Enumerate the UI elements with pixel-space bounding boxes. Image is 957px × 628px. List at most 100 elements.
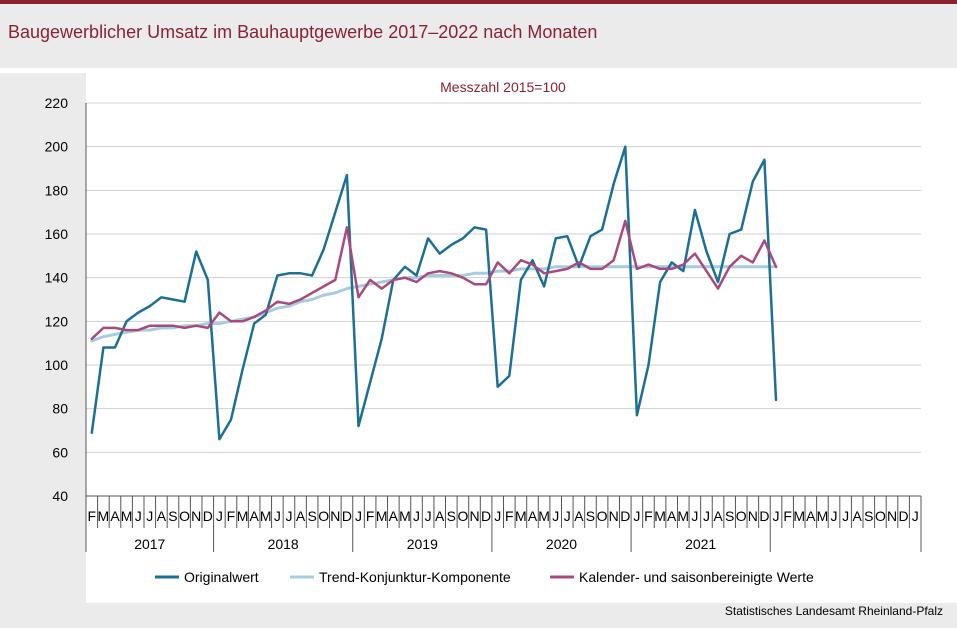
x-month-label: O [875, 508, 886, 524]
x-month-label: M [121, 508, 133, 524]
x-month-label: D [481, 508, 491, 524]
x-month-label: A [110, 508, 120, 524]
x-month-label: A [806, 508, 816, 524]
x-month-label: O [179, 508, 190, 524]
x-year-label: 2018 [268, 536, 299, 552]
chart-title: Baugewerblicher Umsatz im Bauhauptgewerb… [8, 22, 598, 42]
legend-label: Trend-Konjunktur-Komponente [319, 569, 511, 585]
x-year-label: 2017 [134, 536, 165, 552]
x-month-label: J [691, 508, 698, 524]
x-month-label: J [552, 508, 559, 524]
x-month-label: J [285, 508, 292, 524]
x-month-label: M [515, 508, 527, 524]
x-month-label: J [912, 508, 919, 524]
x-month-label: A [435, 508, 445, 524]
x-month-label: M [817, 508, 829, 524]
plot-panel [86, 73, 957, 603]
x-month-label: O [457, 508, 468, 524]
x-month-label: S [307, 508, 316, 524]
x-month-label: F [366, 508, 375, 524]
x-month-label: S [447, 508, 456, 524]
x-month-label: M [538, 508, 550, 524]
x-month-label: D [342, 508, 352, 524]
y-tick-label: 100 [45, 357, 69, 373]
title-divider [0, 68, 957, 73]
x-month-label: M [98, 508, 110, 524]
x-month-label: J [633, 508, 640, 524]
y-tick-label: 140 [45, 270, 69, 286]
x-year-label: 2020 [546, 536, 577, 552]
x-month-label: N [609, 508, 619, 524]
series-line-2 [90, 219, 778, 341]
x-month-label: J [413, 508, 420, 524]
x-month-label: D [620, 508, 630, 524]
x-month-label: A [713, 508, 723, 524]
x-month-label: D [759, 508, 769, 524]
series-line-1 [90, 265, 778, 343]
y-tick-label: 160 [45, 226, 69, 242]
x-month-label: D [203, 508, 213, 524]
x-month-label: N [887, 508, 897, 524]
x-month-label: J [831, 508, 838, 524]
y-tick-label: 180 [45, 182, 69, 198]
legend: Originalwert Trend-Konjunktur-Komponente K… [155, 569, 814, 585]
x-month-label: M [237, 508, 249, 524]
y-axis: 40 60 80 100 120 140 160 180 200 220 [45, 95, 69, 504]
series-line-0 [90, 145, 778, 441]
y-tick-label: 220 [45, 95, 69, 111]
x-month-label: J [425, 508, 432, 524]
x-month-label: J [355, 508, 362, 524]
x-month-label: A [574, 508, 584, 524]
legend-label: Originalwert [184, 569, 259, 585]
x-month-label: A [667, 508, 677, 524]
x-month-label: A [389, 508, 399, 524]
y-tick-label: 80 [52, 401, 68, 417]
x-month-label: O [597, 508, 608, 524]
x-month-label: N [191, 508, 201, 524]
x-month-label: A [853, 508, 863, 524]
x-month-label: N [469, 508, 479, 524]
x-month-label: A [528, 508, 538, 524]
chart-subtitle: Messzahl 2015=100 [440, 79, 566, 95]
legend-label: Kalender- und saisonbereinigte Werte [579, 569, 814, 585]
x-year-label: 2019 [407, 536, 438, 552]
x-month-label: S [864, 508, 873, 524]
x-month-label: O [318, 508, 329, 524]
x-month-label: M [260, 508, 272, 524]
x-year-label: 2021 [685, 536, 716, 552]
x-month-label: M [677, 508, 689, 524]
x-month-label: A [157, 508, 167, 524]
y-tick-label: 60 [52, 444, 68, 460]
top-brand-rule [0, 0, 957, 4]
x-month-label: F [644, 508, 653, 524]
x-month-label: J [216, 508, 223, 524]
x-month-label: J [842, 508, 849, 524]
x-month-label: M [376, 508, 388, 524]
x-month-label: J [773, 508, 780, 524]
x-month-label: F [227, 508, 236, 524]
x-month-label: A [296, 508, 306, 524]
x-month-label: F [505, 508, 514, 524]
y-tick-label: 200 [45, 139, 69, 155]
x-month-label: J [494, 508, 501, 524]
x-month-label: J [146, 508, 153, 524]
x-month-label: A [249, 508, 259, 524]
x-month-label: N [330, 508, 340, 524]
x-month-label: S [725, 508, 734, 524]
x-month-label: M [793, 508, 805, 524]
y-tick-label: 120 [45, 313, 69, 329]
x-month-label: O [736, 508, 747, 524]
x-month-label: J [135, 508, 142, 524]
source-note: Statistisches Landesamt Rheinland-Pfalz [724, 604, 943, 618]
x-month-label: N [748, 508, 758, 524]
y-tick-label: 40 [52, 488, 68, 504]
x-month-label: J [703, 508, 710, 524]
x-month-label: J [564, 508, 571, 524]
series-lines [90, 145, 778, 441]
x-month-label: S [586, 508, 595, 524]
x-month-label: M [654, 508, 666, 524]
x-month-label: J [274, 508, 281, 524]
x-month-label: D [899, 508, 909, 524]
